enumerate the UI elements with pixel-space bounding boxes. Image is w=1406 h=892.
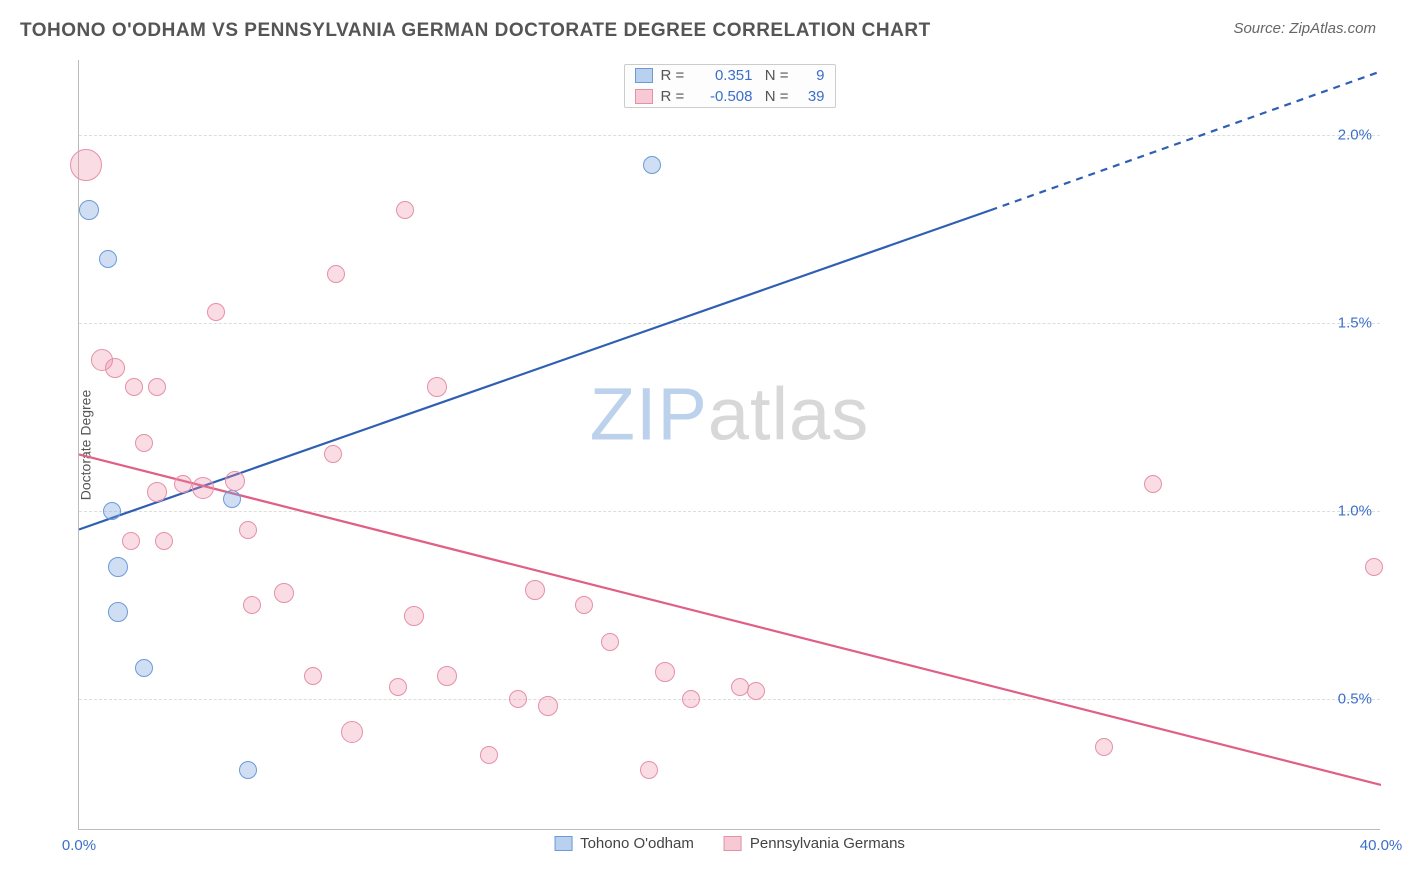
legend-item-series2: Pennsylvania Germans [724,835,905,852]
legend-r-value-series2: -0.508 [699,88,753,105]
legend-row-series2: R = -0.508 N = 39 [625,86,835,107]
data-point [103,502,121,520]
data-point [327,265,345,283]
data-point [243,596,261,614]
data-point [480,746,498,764]
trendline [79,454,1381,785]
data-point [108,557,128,577]
y-tick-label: 1.5% [1338,314,1372,331]
data-point [509,690,527,708]
data-point [427,377,447,397]
correlation-legend: R = 0.351 N = 9 R = -0.508 N = 39 [624,64,836,108]
data-point [731,678,749,696]
legend-swatch-series2-bottom [724,836,742,851]
data-point [640,761,658,779]
data-point [1365,558,1383,576]
legend-label-series2: Pennsylvania Germans [750,835,905,852]
data-point [341,721,363,743]
data-point [538,696,558,716]
legend-n-label: N = [761,88,789,105]
data-point [575,596,593,614]
legend-r-label: R = [661,88,691,105]
legend-swatch-series2 [635,89,653,104]
y-tick-label: 0.5% [1338,690,1372,707]
data-point [174,475,192,493]
data-point [192,477,214,499]
data-point [135,659,153,677]
data-point [239,761,257,779]
data-point [396,201,414,219]
legend-swatch-series1-bottom [554,836,572,851]
data-point [389,678,407,696]
data-point [135,434,153,452]
data-point [747,682,765,700]
data-point [655,662,675,682]
data-point [155,532,173,550]
data-point [324,445,342,463]
legend-r-value-series1: 0.351 [699,67,753,84]
x-tick-label: 40.0% [1360,837,1403,854]
chart-title: TOHONO O'ODHAM VS PENNSYLVANIA GERMAN DO… [20,20,931,42]
trendlines-layer [79,60,1380,829]
data-point [682,690,700,708]
data-point [79,200,99,220]
legend-r-label: R = [661,67,691,84]
data-point [108,602,128,622]
legend-n-value-series1: 9 [797,67,825,84]
data-point [643,156,661,174]
chart-area: Doctorate Degree ZIPatlas R = 0.351 N = … [50,60,1380,830]
data-point [274,583,294,603]
legend-row-series1: R = 0.351 N = 9 [625,65,835,86]
data-point [223,490,241,508]
data-point [239,521,257,539]
chart-header: TOHONO O'ODHAM VS PENNSYLVANIA GERMAN DO… [0,0,1406,52]
legend-n-label: N = [761,67,789,84]
data-point [225,471,245,491]
data-point [99,250,117,268]
data-point [207,303,225,321]
data-point [147,482,167,502]
trendline [79,210,990,529]
y-tick-label: 1.0% [1338,502,1372,519]
data-point [122,532,140,550]
data-point [601,633,619,651]
data-point [404,606,424,626]
plot-region: ZIPatlas R = 0.351 N = 9 R = -0.508 N = … [78,60,1380,830]
data-point [525,580,545,600]
legend-label-series1: Tohono O'odham [580,835,694,852]
data-point [1095,738,1113,756]
legend-swatch-series1 [635,68,653,83]
data-point [437,666,457,686]
data-point [1144,475,1162,493]
y-tick-label: 2.0% [1338,127,1372,144]
data-point [70,149,102,181]
data-point [105,358,125,378]
chart-source: Source: ZipAtlas.com [1233,20,1376,37]
legend-n-value-series2: 39 [797,88,825,105]
data-point [148,378,166,396]
data-point [125,378,143,396]
x-tick-label: 0.0% [62,837,96,854]
data-point [304,667,322,685]
trendline-extrapolated [990,71,1381,210]
legend-item-series1: Tohono O'odham [554,835,694,852]
series-legend: Tohono O'odham Pennsylvania Germans [554,835,905,852]
